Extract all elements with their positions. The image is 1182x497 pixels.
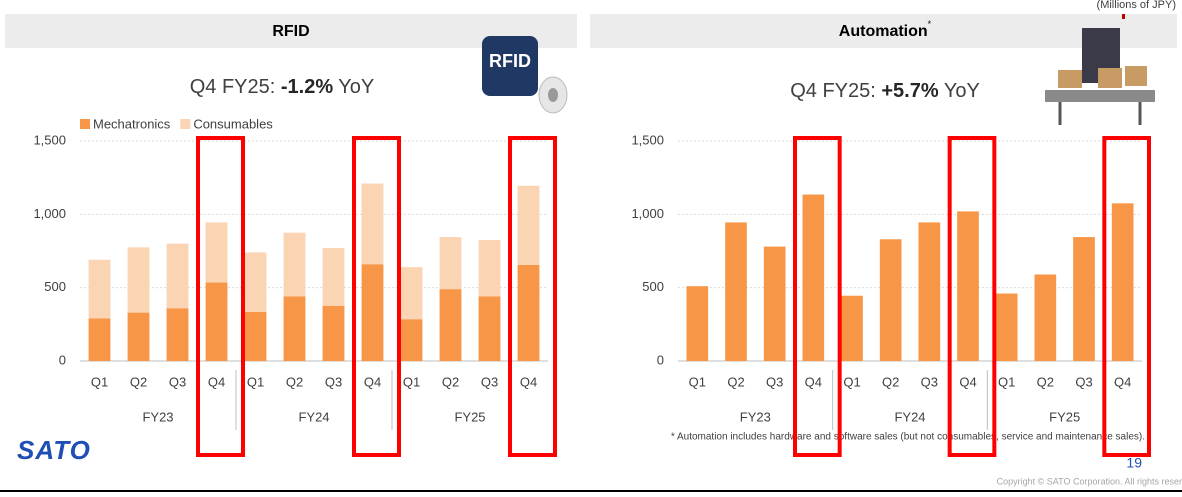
panel-title: Automation* — [839, 19, 932, 40]
x-tick-label: Q4 — [1114, 374, 1131, 389]
bar-segment — [206, 283, 228, 361]
x-tick-label: Q1 — [689, 374, 706, 389]
x-tick-label: Q3 — [1075, 374, 1092, 389]
slide: (Millions of JPY) RFID SATO * Automation… — [0, 0, 1182, 497]
subtitle-part: +5.7% — [881, 80, 938, 102]
group-label: FY23 — [142, 409, 173, 424]
legend-label: Mechatronics — [93, 116, 171, 131]
marker — [1122, 14, 1125, 19]
subtitle-part: YoY — [333, 76, 374, 98]
bar — [880, 239, 902, 361]
x-tick-label: Q1 — [403, 374, 420, 389]
y-tick-label: 0 — [59, 352, 66, 367]
bar-segment — [518, 265, 540, 361]
bar-segment — [245, 312, 267, 361]
bar-segment — [401, 267, 423, 319]
bar-segment — [245, 252, 267, 311]
bar-segment — [479, 240, 501, 296]
page-number: 19 — [1126, 455, 1142, 471]
bar-segment — [518, 186, 540, 265]
bar-segment — [206, 222, 228, 282]
subtitle-part: YoY — [939, 80, 980, 102]
group-label: FY25 — [1049, 409, 1080, 424]
copyright: Copyright © SATO Corporation. All rights… — [997, 476, 1182, 486]
bar — [764, 247, 786, 361]
bar-segment — [128, 247, 150, 312]
y-tick-label: 1,500 — [33, 132, 66, 147]
group-label: FY24 — [298, 409, 329, 424]
x-tick-label: Q4 — [364, 374, 381, 389]
x-tick-label: Q4 — [805, 374, 822, 389]
group-label: FY24 — [894, 409, 925, 424]
bar-segment — [89, 318, 111, 361]
y-tick-label: 0 — [657, 352, 664, 367]
bar-segment — [167, 308, 189, 361]
bar — [1035, 274, 1057, 361]
title-text: RFID — [272, 23, 309, 40]
bar-segment — [167, 244, 189, 309]
subtitle-part: -1.2% — [281, 76, 333, 98]
bar — [1073, 237, 1095, 361]
x-tick-label: Q3 — [481, 374, 498, 389]
group-label: FY25 — [454, 409, 485, 424]
y-tick-label: 1,000 — [33, 206, 66, 221]
group-label: FY23 — [740, 409, 771, 424]
x-tick-label: Q4 — [520, 374, 537, 389]
bar-segment — [89, 260, 111, 319]
bar — [803, 195, 825, 361]
bar-segment — [440, 289, 462, 361]
x-tick-label: Q2 — [1037, 374, 1054, 389]
bar-segment — [362, 264, 384, 361]
footnote: * Automation includes hardware and softw… — [671, 432, 1145, 443]
legend-swatch — [180, 119, 190, 129]
bar — [957, 211, 979, 361]
x-tick-label: Q3 — [921, 374, 938, 389]
bar — [1112, 203, 1134, 361]
x-tick-label: Q1 — [91, 374, 108, 389]
subtitle-part: Q4 FY25: — [790, 80, 881, 102]
x-tick-label: Q4 — [208, 374, 225, 389]
legend-swatch — [80, 119, 90, 129]
x-tick-label: Q1 — [843, 374, 860, 389]
subtitle-part: Q4 FY25: — [190, 76, 281, 98]
x-tick-label: Q2 — [442, 374, 459, 389]
legend-label: Consumables — [193, 116, 273, 131]
bar — [996, 294, 1018, 361]
bar-segment — [323, 248, 345, 306]
svg-text:RFID: RFID — [489, 51, 531, 71]
bar-segment — [479, 296, 501, 361]
bar-segment — [362, 184, 384, 265]
bar-segment — [323, 306, 345, 361]
panel-title: RFID — [272, 23, 309, 40]
x-tick-label: Q2 — [130, 374, 147, 389]
bar-segment — [284, 296, 306, 361]
x-tick-label: Q4 — [959, 374, 976, 389]
y-tick-label: 1,000 — [631, 206, 664, 221]
x-tick-label: Q2 — [727, 374, 744, 389]
x-tick-label: Q2 — [286, 374, 303, 389]
x-tick-label: Q3 — [766, 374, 783, 389]
x-tick-label: Q1 — [247, 374, 264, 389]
x-tick-label: Q3 — [169, 374, 186, 389]
units: (Millions of JPY) — [1097, 0, 1176, 11]
bar — [725, 222, 747, 361]
y-tick-label: 500 — [642, 279, 664, 294]
bar — [687, 286, 709, 361]
bar-segment — [284, 233, 306, 297]
logo: SATO — [17, 435, 91, 465]
bar-segment — [401, 319, 423, 361]
y-tick-label: 1,500 — [631, 132, 664, 147]
title-note: * — [928, 19, 932, 29]
bar — [841, 296, 863, 361]
subtitle: Q4 FY25: -1.2% YoY — [190, 76, 375, 98]
bar-segment — [128, 313, 150, 361]
x-tick-label: Q3 — [325, 374, 342, 389]
bar — [919, 222, 941, 361]
y-tick-label: 500 — [44, 279, 66, 294]
x-tick-label: Q2 — [882, 374, 899, 389]
x-tick-label: Q1 — [998, 374, 1015, 389]
subtitle: Q4 FY25: +5.7% YoY — [790, 80, 980, 102]
title-text: Automation — [839, 23, 928, 40]
bar-segment — [440, 237, 462, 289]
